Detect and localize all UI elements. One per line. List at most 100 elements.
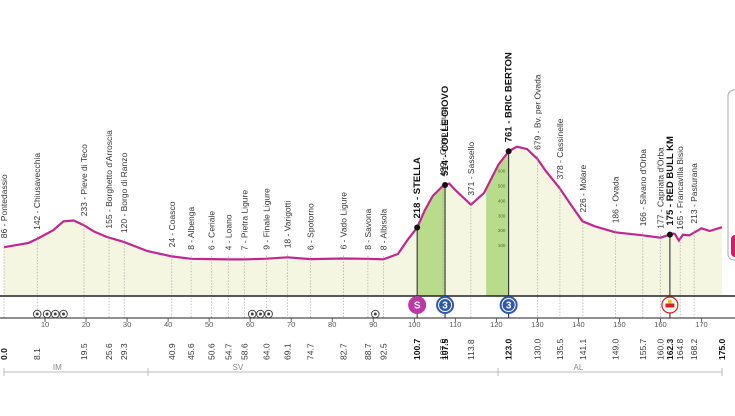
- location-label: 679 - Bv. per Ovada: [532, 74, 542, 150]
- sprint-badge-text: S: [414, 301, 421, 312]
- km-marker-label: 50.6: [207, 343, 217, 360]
- km-marker-label: 175.0: [717, 338, 727, 360]
- summit-dot: [414, 224, 421, 231]
- location-label: 6 - Vado Ligure: [338, 192, 348, 250]
- summit-dot: [505, 148, 512, 155]
- location-label: 8 - Albenga: [186, 207, 196, 250]
- km-marker-label: 100.7: [412, 338, 422, 360]
- finish-panel-frame: [727, 89, 735, 261]
- location-label: 7 - Pietra Ligure: [239, 190, 249, 251]
- x-tick-label: 100: [408, 320, 421, 329]
- km-axis: 10 20 30 40 50 60 70 80 90 100 110 120 130 140 150 160 1…: [0, 295, 735, 360]
- x-tick-label: 170: [695, 320, 708, 329]
- x-tick-label: 160: [654, 320, 667, 329]
- feed-marker-dot: [35, 312, 39, 316]
- location-label: 166 - Silvano d'Orba: [638, 149, 648, 226]
- location-label: 4 - Loano: [223, 214, 233, 250]
- location-label: 233 - Pieve di Teco: [79, 144, 89, 216]
- x-tick-label: 70: [287, 320, 295, 329]
- altitude-scale-tick: 300: [498, 213, 506, 218]
- finish-panel-accent: [731, 235, 735, 257]
- x-tick-label: 90: [369, 320, 377, 329]
- km-marker-label: 162.3: [665, 338, 675, 360]
- km-marker-label: 29.3: [119, 343, 129, 360]
- km-marker-label: 107.0: [438, 338, 448, 360]
- km-marker-label: 123.0: [504, 338, 514, 360]
- altitude-scale-tick: 600: [498, 169, 506, 174]
- location-label: 165 - Francavilla Bisio: [675, 146, 685, 230]
- location-label: 9 - Finale Ligure: [262, 188, 272, 250]
- km-marker-label: 130.0: [532, 338, 542, 360]
- km-marker-label: 74.7: [306, 343, 316, 360]
- km-marker-label: 141.1: [578, 338, 588, 360]
- x-tick-label: 30: [123, 320, 131, 329]
- km-marker-label: 64.0: [262, 343, 272, 360]
- km-marker-label: 113.8: [466, 339, 476, 360]
- x-tick-label: 150: [613, 320, 626, 329]
- location-label: 18 - Varigotti: [283, 201, 293, 249]
- location-labels: 86 - Pontedassio 142 - Chiusavecchia 233 -…: [0, 52, 699, 250]
- location-label: 6 - Spotorno: [306, 203, 316, 250]
- location-label: 24 - Coasco: [167, 201, 177, 247]
- sprint-badge: [408, 296, 427, 314]
- km-marker-label: 160.0: [656, 338, 666, 360]
- km-marker-label: 0.0: [0, 348, 9, 360]
- region-bar: IM SV AL: [3, 363, 723, 376]
- feed-marker-dot: [61, 312, 65, 316]
- location-label: 175 - RED BULL KM: [665, 136, 676, 226]
- km-marker-label: 168.2: [689, 338, 699, 360]
- km-marker-label: 82.7: [338, 343, 348, 360]
- km-marker-label: 107.5: [440, 338, 450, 360]
- gpm-badge-ring: [438, 298, 453, 312]
- km-marker-label: 8.1: [32, 348, 42, 360]
- location-label: 499 - Giovo Ligure: [438, 106, 448, 176]
- km-marker-label: 69.1: [283, 343, 293, 360]
- region-label: SV: [233, 363, 244, 372]
- right-panel: SDS: [727, 89, 735, 261]
- feed-marker-dot: [45, 312, 49, 316]
- km-marker-label: 155.7: [638, 338, 648, 360]
- gpm-badge-ring: [501, 298, 516, 312]
- km-marker-label: 164.8: [675, 338, 685, 360]
- location-label: 86 - Pontedassio: [0, 174, 9, 238]
- x-tick-label: 50: [205, 320, 213, 329]
- x-tick-label: 110: [449, 320, 461, 329]
- location-label: 761 - BRIC BERTON: [504, 52, 515, 142]
- feed-zone-markers: [32, 309, 380, 319]
- km-marker-label: 19.5: [79, 343, 89, 360]
- location-label: 142 - Chiusavecchia: [32, 153, 42, 230]
- altitude-scale-tick: 200: [498, 228, 506, 233]
- location-label: 155 - Borghetto d'Arroscia: [104, 130, 114, 229]
- x-tick-label: 10: [41, 320, 49, 329]
- km-marker-label: 88.7: [363, 343, 373, 360]
- location-label: 213 - Pasturana: [689, 163, 699, 224]
- location-label: 218 - STELLA: [412, 157, 423, 218]
- altitude-scale: 100 200 300 400 500 600: [498, 169, 506, 248]
- location-label: 177 - Capriata d'Orba: [656, 147, 666, 229]
- location-label: 378 - Cassinelle: [555, 118, 565, 179]
- feed-marker-dot: [53, 312, 57, 316]
- location-label: 8 - Albisola: [379, 208, 389, 250]
- km-marker-label: 54.7: [223, 343, 233, 360]
- location-label: 514 - COLLE GIOVO: [440, 86, 451, 176]
- summit-dot: [666, 231, 673, 238]
- feed-marker-dot: [373, 312, 377, 316]
- altitude-scale-tick: 100: [498, 243, 506, 248]
- gpm-badge-text: 3: [442, 301, 448, 312]
- climb-zone: [486, 151, 509, 296]
- climb-badges: S 3 3: [408, 296, 679, 314]
- km-marker-label: 45.6: [186, 343, 196, 360]
- x-tick-label: 60: [246, 320, 254, 329]
- elevation-line: [3, 145, 723, 261]
- altitude-scale-tick: 400: [498, 198, 506, 203]
- km-marker-label: 40.9: [167, 343, 177, 360]
- x-tick-label: 130: [531, 320, 544, 329]
- red-bull-km-sun: [667, 299, 672, 304]
- region-label: AL: [574, 363, 584, 372]
- x-tick-label: 20: [82, 320, 90, 329]
- location-drop-lines: [3, 148, 695, 318]
- altitude-scale-tick: 500: [498, 184, 506, 189]
- km-marker-label: 58.6: [239, 343, 249, 360]
- summit-dot: [442, 181, 449, 188]
